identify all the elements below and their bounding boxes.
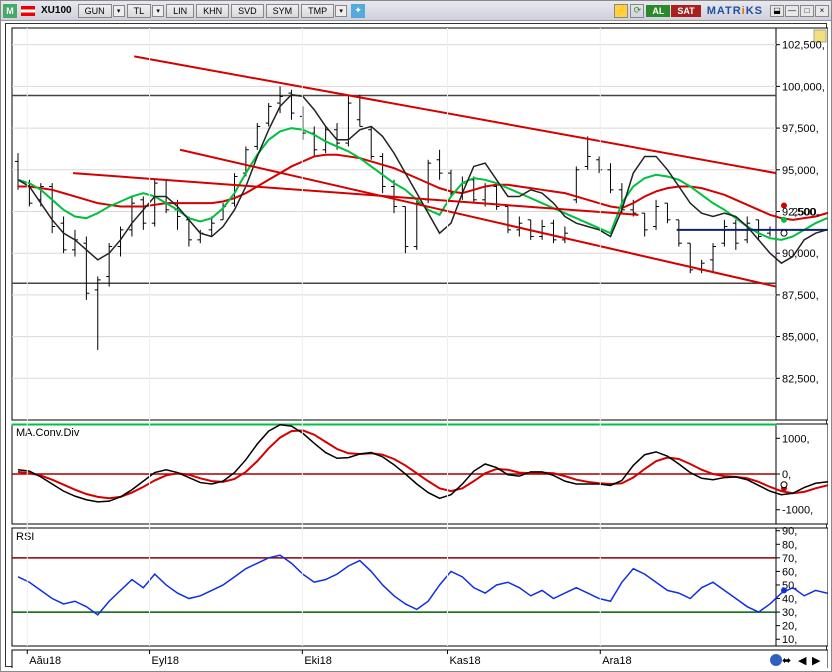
sat-button[interactable]: SAT <box>671 5 700 17</box>
flag-icon <box>21 6 35 16</box>
svg-text:◀: ◀ <box>798 655 807 667</box>
tab-khn[interactable]: KHN <box>196 4 229 18</box>
svg-text:97,500,: 97,500, <box>782 123 819 135</box>
pin-button[interactable]: ⬓ <box>770 5 784 17</box>
svg-text:90,000,: 90,000, <box>782 248 819 260</box>
titlebar: M XU100 GUN▾ TL▾ LIN KHN SVD SYM TMP▾ ✦ … <box>1 1 831 21</box>
svg-text:70,: 70, <box>782 553 797 565</box>
svg-text:87,500,: 87,500, <box>782 290 819 302</box>
svg-text:-1000,: -1000, <box>782 505 813 517</box>
svg-text:80,: 80, <box>782 539 797 551</box>
svg-text:95,000,: 95,000, <box>782 165 819 177</box>
tab-lin[interactable]: LIN <box>166 4 194 18</box>
dd-tmp[interactable]: ▾ <box>335 5 347 17</box>
svg-text:40,: 40, <box>782 594 797 606</box>
svg-text:100,000,: 100,000, <box>782 81 825 93</box>
svg-text:⬌: ⬌ <box>782 655 791 667</box>
svg-text:Eyl18: Eyl18 <box>152 655 180 667</box>
svg-text:102,500,: 102,500, <box>782 40 825 52</box>
refresh-icon[interactable]: ⟳ <box>630 4 644 18</box>
svg-text:Kas18: Kas18 <box>449 655 480 667</box>
brand-label: MATRiKS <box>707 5 763 17</box>
al-button[interactable]: AL <box>646 5 670 17</box>
svg-text:Ara18: Ara18 <box>602 655 631 667</box>
svg-text:Eki18: Eki18 <box>304 655 332 667</box>
twitter-icon[interactable]: ✦ <box>351 4 365 18</box>
svg-text:90,: 90, <box>782 526 797 538</box>
chart-area[interactable]: 82,500,85,000,87,500,90,000,92,500,95,00… <box>5 23 827 667</box>
svg-text:▶: ▶ <box>812 655 821 667</box>
bolt-icon[interactable]: ⚡ <box>614 4 628 18</box>
svg-text:85,000,: 85,000, <box>782 332 819 344</box>
tab-svd[interactable]: SVD <box>231 4 264 18</box>
app-icon: M <box>3 4 17 18</box>
svg-text:10,: 10, <box>782 634 797 646</box>
svg-text:82,500,: 82,500, <box>782 373 819 385</box>
dd-tl[interactable]: ▾ <box>152 5 164 17</box>
dd-gun[interactable]: ▾ <box>113 5 125 17</box>
min-button[interactable]: — <box>785 5 799 17</box>
symbol-label: XU100 <box>37 5 76 16</box>
tab-gun[interactable]: GUN <box>78 4 112 18</box>
svg-text:0,: 0, <box>782 469 791 481</box>
chart-window: M XU100 GUN▾ TL▾ LIN KHN SVD SYM TMP▾ ✦ … <box>0 0 832 672</box>
svg-text:20,: 20, <box>782 621 797 633</box>
tab-sym[interactable]: SYM <box>266 4 300 18</box>
svg-text:2500,: 2500, <box>792 206 820 218</box>
svg-text:RSI: RSI <box>16 531 34 543</box>
close-button[interactable]: × <box>815 5 829 17</box>
svg-text:30,: 30, <box>782 607 797 619</box>
tab-tl[interactable]: TL <box>127 4 152 18</box>
svg-text:60,: 60, <box>782 566 797 578</box>
max-button[interactable]: □ <box>800 5 814 17</box>
svg-text:Aău18: Aău18 <box>29 655 61 667</box>
svg-text:1000,: 1000, <box>782 433 810 445</box>
tab-tmp[interactable]: TMP <box>301 4 334 18</box>
svg-text:MA.Conv.Div: MA.Conv.Div <box>16 427 80 439</box>
